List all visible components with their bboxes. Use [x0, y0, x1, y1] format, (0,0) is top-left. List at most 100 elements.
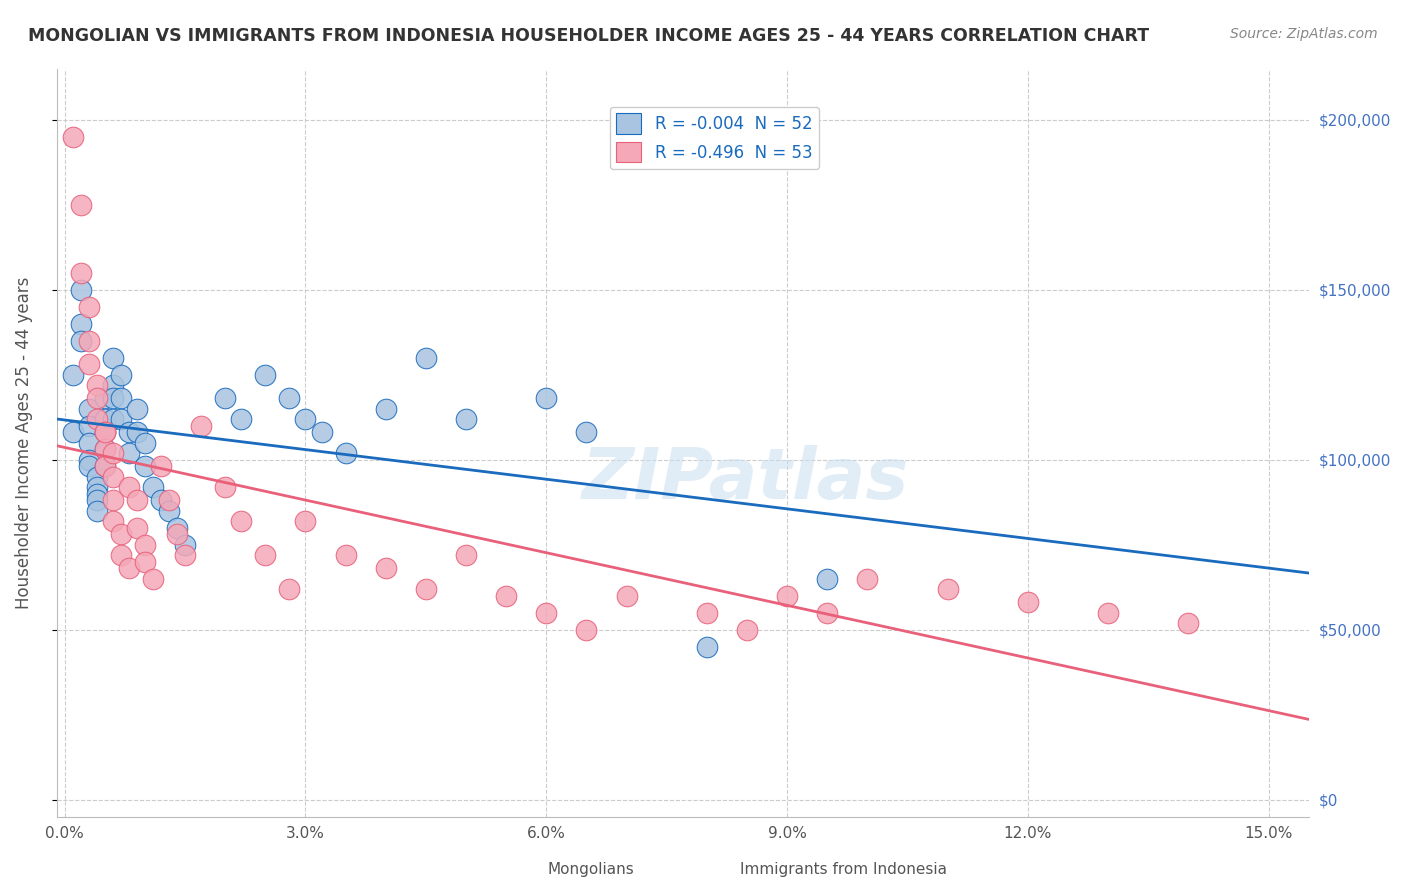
- Point: [166, 520, 188, 534]
- Point: [254, 368, 277, 382]
- Point: [856, 572, 879, 586]
- Point: [214, 480, 236, 494]
- Point: [94, 425, 117, 440]
- Point: [110, 411, 132, 425]
- Point: [125, 401, 148, 416]
- Point: [125, 520, 148, 534]
- Point: [125, 425, 148, 440]
- Point: [77, 452, 100, 467]
- Point: [86, 377, 108, 392]
- Point: [77, 435, 100, 450]
- Point: [77, 357, 100, 371]
- Text: Source: ZipAtlas.com: Source: ZipAtlas.com: [1230, 27, 1378, 41]
- Point: [231, 411, 253, 425]
- Point: [815, 572, 838, 586]
- Point: [62, 129, 84, 144]
- Point: [335, 548, 357, 562]
- Point: [536, 392, 558, 406]
- Point: [1177, 615, 1199, 630]
- Point: [190, 418, 212, 433]
- Text: Mongolians: Mongolians: [547, 863, 634, 877]
- Point: [134, 555, 156, 569]
- Text: Immigrants from Indonesia: Immigrants from Indonesia: [740, 863, 948, 877]
- Point: [157, 493, 180, 508]
- Point: [118, 446, 141, 460]
- Point: [454, 548, 477, 562]
- Point: [118, 480, 141, 494]
- Point: [815, 606, 838, 620]
- Y-axis label: Householder Income Ages 25 - 44 years: Householder Income Ages 25 - 44 years: [15, 277, 32, 608]
- Point: [311, 425, 333, 440]
- Point: [616, 589, 638, 603]
- Point: [149, 459, 172, 474]
- Point: [142, 480, 165, 494]
- Point: [335, 446, 357, 460]
- Point: [110, 392, 132, 406]
- Point: [254, 548, 277, 562]
- Point: [214, 392, 236, 406]
- Point: [86, 411, 108, 425]
- Text: MONGOLIAN VS IMMIGRANTS FROM INDONESIA HOUSEHOLDER INCOME AGES 25 - 44 YEARS COR: MONGOLIAN VS IMMIGRANTS FROM INDONESIA H…: [28, 27, 1149, 45]
- Point: [94, 425, 117, 440]
- Point: [86, 493, 108, 508]
- Point: [536, 606, 558, 620]
- Point: [374, 561, 396, 575]
- Point: [374, 401, 396, 416]
- Point: [94, 459, 117, 474]
- Point: [776, 589, 799, 603]
- Point: [696, 606, 718, 620]
- Point: [101, 493, 124, 508]
- Point: [94, 411, 117, 425]
- Point: [77, 401, 100, 416]
- Point: [69, 317, 91, 331]
- Point: [278, 392, 301, 406]
- Point: [101, 469, 124, 483]
- Point: [110, 527, 132, 541]
- Point: [125, 493, 148, 508]
- Point: [157, 503, 180, 517]
- Point: [415, 582, 437, 596]
- Point: [294, 514, 316, 528]
- Point: [696, 640, 718, 654]
- Point: [294, 411, 316, 425]
- Point: [86, 503, 108, 517]
- Point: [94, 442, 117, 457]
- Point: [77, 418, 100, 433]
- Point: [94, 459, 117, 474]
- Point: [101, 411, 124, 425]
- Point: [118, 425, 141, 440]
- Point: [101, 514, 124, 528]
- Point: [86, 486, 108, 500]
- Point: [94, 425, 117, 440]
- Point: [166, 527, 188, 541]
- Point: [69, 266, 91, 280]
- Point: [110, 368, 132, 382]
- Point: [69, 197, 91, 211]
- Point: [69, 334, 91, 348]
- Point: [118, 561, 141, 575]
- Point: [86, 469, 108, 483]
- Point: [86, 480, 108, 494]
- Text: ZIPatlas: ZIPatlas: [582, 445, 910, 515]
- Point: [575, 623, 598, 637]
- Point: [77, 334, 100, 348]
- Point: [495, 589, 517, 603]
- Point: [134, 538, 156, 552]
- Point: [62, 368, 84, 382]
- Point: [415, 351, 437, 365]
- Point: [174, 538, 197, 552]
- Point: [936, 582, 959, 596]
- Point: [86, 392, 108, 406]
- Point: [77, 459, 100, 474]
- Point: [149, 493, 172, 508]
- Point: [101, 446, 124, 460]
- Point: [454, 411, 477, 425]
- Point: [94, 442, 117, 457]
- Point: [69, 283, 91, 297]
- Point: [77, 300, 100, 314]
- Point: [101, 392, 124, 406]
- Point: [101, 377, 124, 392]
- Point: [231, 514, 253, 528]
- Point: [174, 548, 197, 562]
- Point: [278, 582, 301, 596]
